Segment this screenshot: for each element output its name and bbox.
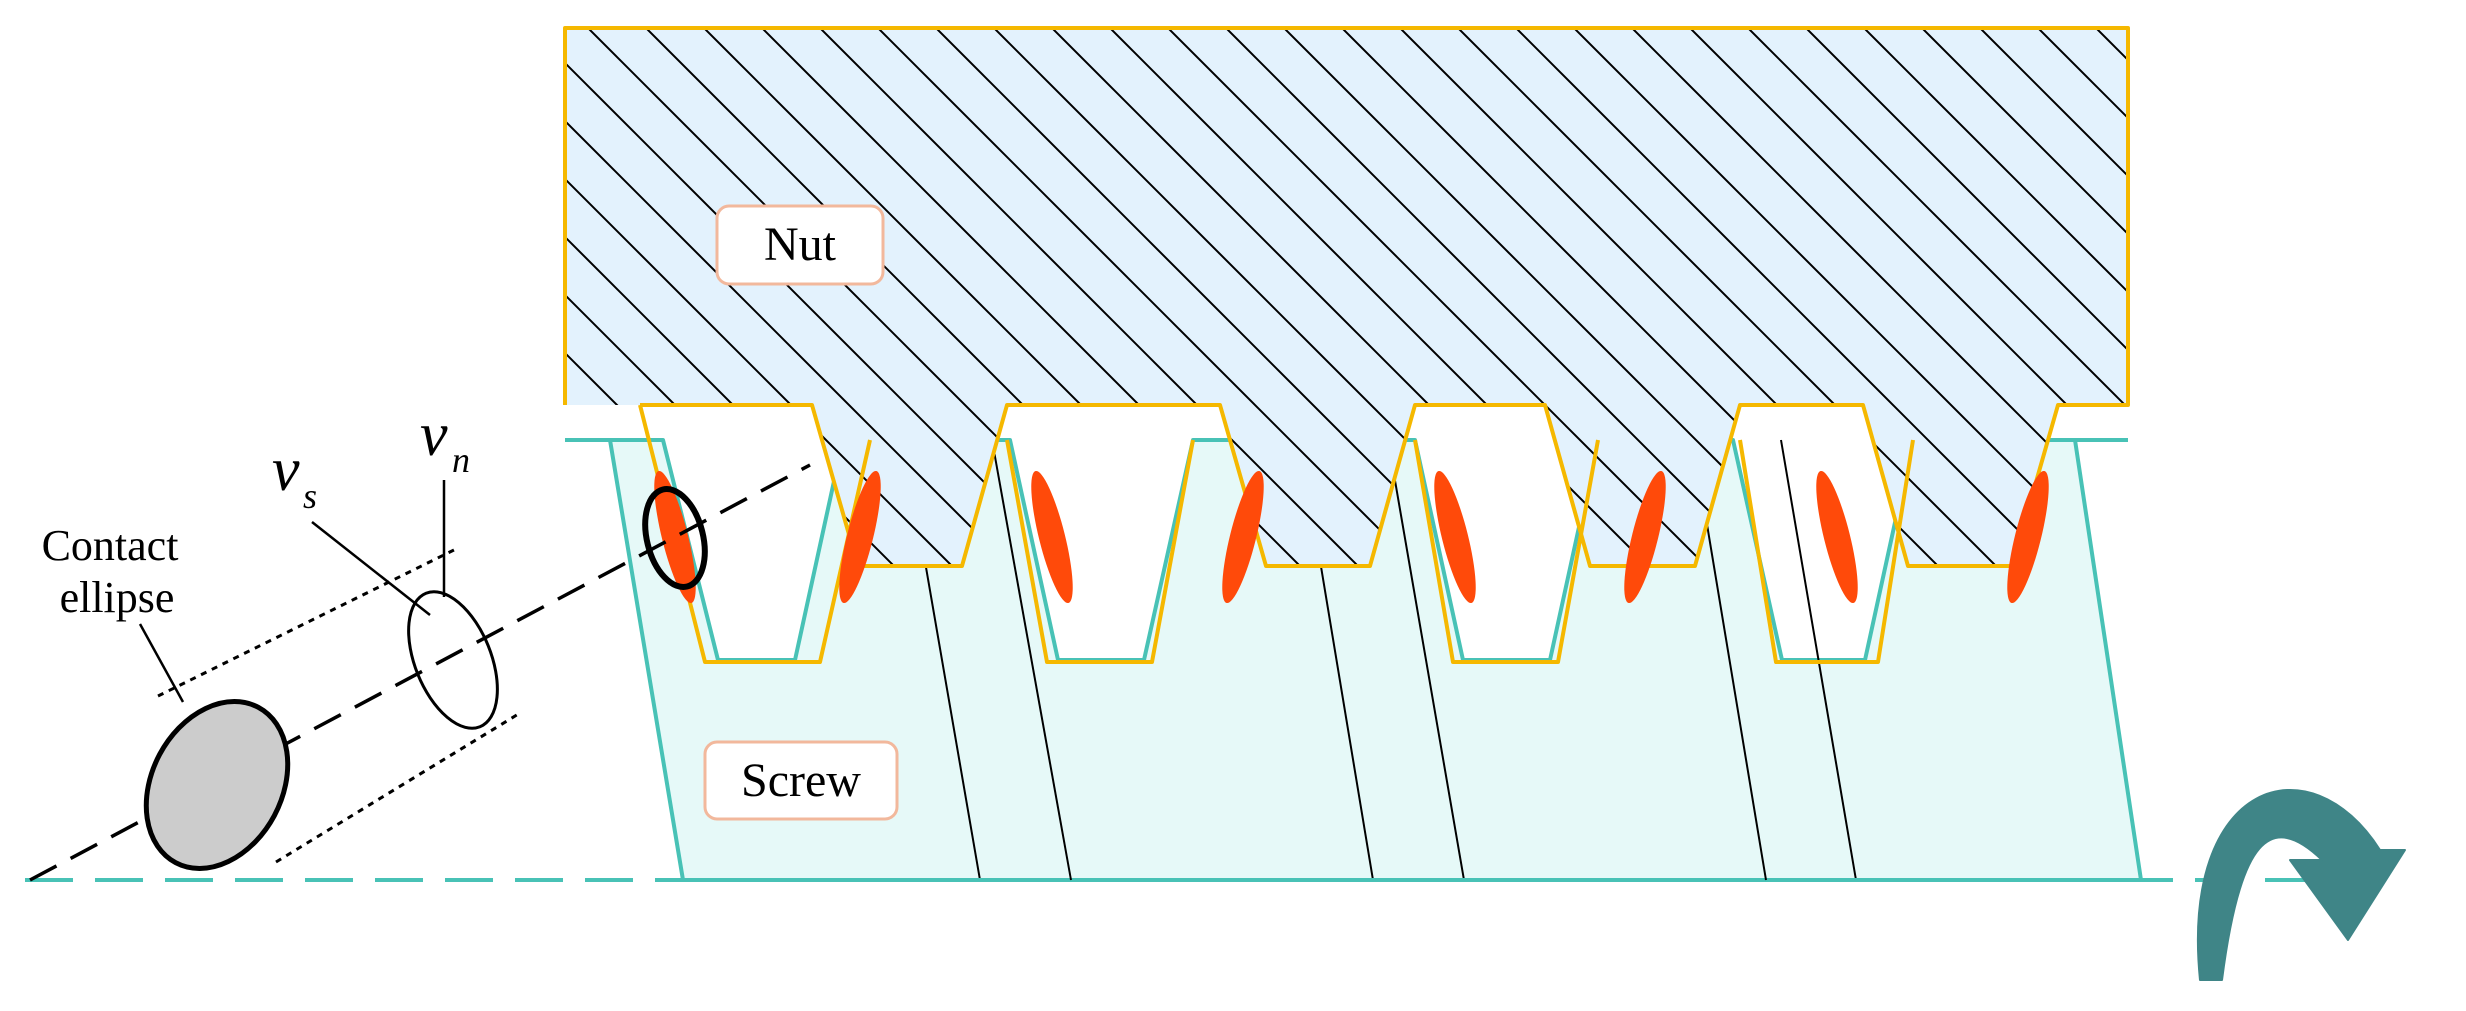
nut-label-box [715,204,885,286]
contact-zone [1031,470,1073,604]
nut-hatch-lines [0,0,2466,700]
nut-hatch-line [565,28,1029,566]
nut-hatch-line [1719,28,2128,566]
cylinder-top-edge [157,546,459,698]
nut-groove-3 [1413,439,1600,664]
contact-zones [654,470,2049,604]
ellipse-leader-line [138,623,185,703]
nut-hatch-line [1023,28,1725,566]
nut-groove-4 [1738,439,1915,664]
contact-zone [2007,470,2049,604]
vs-label-sub: s [303,476,317,516]
contact-ellipse-label-line2: ellipse [60,573,175,622]
nut-hatch-line [617,28,1319,566]
cylinder-bottom-edge [275,711,521,864]
nut-hatch-line [791,28,1493,566]
vn-label-sub: n [452,440,470,480]
contact-zone [1624,470,1666,604]
nut-outline [563,26,2130,568]
nut-hatch-line [565,28,1145,566]
contact-zone [1434,470,1476,604]
nut-hatch-line [965,28,1667,566]
nut-hatch-line [1197,28,1899,566]
nut-hatch-line [2125,28,2128,566]
nut-hatch-line [1487,28,2128,566]
nut-hatch-line [0,0,390,700]
nut-label: Nut [715,204,885,286]
contact-zone [839,470,881,604]
nut-hatch-line [733,28,1435,566]
velocity-section-ellipse [407,590,499,730]
nut-label-text: Nut [764,218,837,271]
nut-hatch-line [565,28,1261,566]
nut-hatch-line [565,28,971,566]
nut-hatch-line [2242,0,2466,700]
nut-hatch-line [1081,28,1783,566]
nut-hatch-line [1777,28,2128,566]
nut-hatch-line [1603,28,2128,566]
curved-rotation-arrow-icon [2197,788,2406,981]
nut-hatch-line [565,28,1203,566]
nut-hatch-line [1545,28,2128,566]
vn-label: v n [420,401,470,480]
nut-hatch-line [1893,28,2128,566]
nut-hatch-line [1835,28,2128,566]
vs-leader-line [311,521,431,616]
nut-hatch-line [1139,28,1841,566]
nut-hatch-line [675,28,1377,566]
contact-ellipse-cylinder [29,463,811,882]
vs-label-base: v [272,436,300,504]
nut-hatch-line [907,28,1609,566]
vn-label-base: v [420,401,448,469]
contact-zone [1222,470,1264,604]
nut-hatch-line [1661,28,2128,566]
vs-label: v s [272,436,317,516]
nut-hatch-line [1951,28,2128,566]
nut-hatch-line [849,28,1551,566]
nut-groove-2 [1005,439,1195,664]
contact-ellipse-label-line1: Contact [42,521,179,570]
contact-zone [1816,470,1858,604]
contact-ellipse-label: Contact ellipse [42,521,179,622]
rotation-arrow-body [2197,788,2406,981]
screw-label-box [703,740,899,821]
highlighted-contact-outline [642,486,708,590]
contact-ellipse-shape [143,699,291,871]
nut-hatch-line [2184,0,2466,700]
nut-hatch-line [1255,28,1957,566]
nut-hatch-line [1313,28,2015,566]
screw-label-text: Screw [741,754,861,807]
nut-body [0,0,2466,700]
contact-zone [654,470,696,604]
nut-hatch-line [565,28,1087,566]
nut-hatch-line [1429,28,2128,566]
nut-hatch-line [1371,28,2073,566]
screw-label: Screw [703,740,899,821]
